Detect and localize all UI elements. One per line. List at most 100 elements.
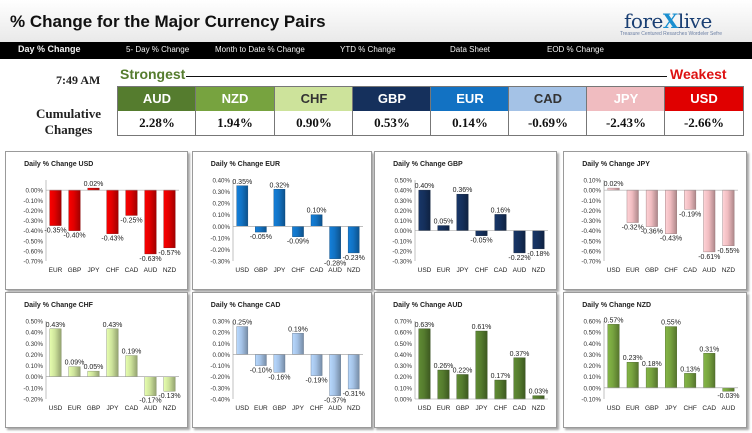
x-tick-label: GBP <box>645 405 659 412</box>
y-tick-label: 0.50% <box>394 178 412 185</box>
data-label: 0.19% <box>288 326 308 333</box>
y-tick-label: 0.40% <box>583 341 601 348</box>
currency-cumulative-value: -2.43% <box>605 115 647 130</box>
nav-5day-change[interactable]: 5- Day % Change <box>126 45 190 54</box>
data-label: 0.35% <box>232 179 252 186</box>
bar-eur <box>255 354 267 366</box>
bar-chart: Daily % Change CAD 0.30% 0.20% 0.10% 0.00% -0… <box>210 302 364 412</box>
bar-chart: Daily % Change JPY 0.10% 0.00% -0.10% -0.20%… <box>581 161 739 274</box>
data-label: -0.43% <box>101 236 123 243</box>
bar-nzd <box>163 376 176 392</box>
bar-usd <box>236 326 249 355</box>
currency-code: AUD <box>118 87 196 111</box>
y-tick-label: 0.50% <box>583 330 601 337</box>
data-label: -0.36% <box>641 229 663 236</box>
y-tick-label: -0.50% <box>23 238 43 245</box>
data-label: -0.28% <box>324 261 346 268</box>
bar-usd <box>418 189 431 231</box>
x-tick-label: GBP <box>68 267 82 274</box>
chart-title: Daily % Change JPY <box>582 161 650 168</box>
currency-code: JPY <box>587 87 665 111</box>
x-tick-label: USD <box>607 267 621 274</box>
bar-gbp <box>456 374 469 400</box>
data-label: -0.63% <box>139 256 161 263</box>
y-tick-label: -0.30% <box>23 218 43 225</box>
bar-jpy <box>475 330 488 400</box>
x-tick-label: JPY <box>273 267 286 274</box>
bar-chf <box>475 230 488 236</box>
x-tick-label: CAD <box>125 405 139 412</box>
data-label: 0.03% <box>529 389 549 396</box>
currency-card-gbp: GBP 0.53% <box>352 86 432 136</box>
logo-brand-x: X <box>662 9 679 33</box>
x-tick-label: GBP <box>254 267 268 274</box>
bar-eur <box>437 369 450 400</box>
bar-cad <box>494 214 507 231</box>
data-label: 0.32% <box>269 182 289 189</box>
bar-gbp <box>255 226 267 233</box>
x-tick-label: NZD <box>163 405 177 412</box>
x-tick-label: USD <box>607 405 621 412</box>
nav-ytd-change[interactable]: YTD % Change <box>340 45 396 54</box>
data-label: 0.02% <box>84 181 104 188</box>
y-tick-label: -0.20% <box>392 248 412 255</box>
y-tick-label: 0.10% <box>394 218 412 225</box>
bar-chart: Daily % Change AUD 0.70% 0.60% 0.50% 0.40% 0.… <box>393 302 549 412</box>
currency-card-jpy: JPY -2.43% <box>586 86 666 136</box>
data-label: 0.55% <box>661 320 681 327</box>
nav-data-sheet[interactable]: Data Sheet <box>450 45 491 54</box>
x-tick-label: USD <box>49 405 63 412</box>
bar-aud <box>144 189 157 255</box>
nav-eod-change[interactable]: EOD % Change <box>547 45 604 54</box>
y-tick-label: -0.20% <box>210 374 230 381</box>
bar-nzd <box>347 354 360 390</box>
y-tick-label: 0.30% <box>212 189 230 196</box>
forexlive-logo[interactable]: foreXlive Treasure Centured Resarches Wo… <box>612 4 724 38</box>
y-tick-label: 0.30% <box>394 198 412 205</box>
x-tick-label: CHF <box>310 405 323 412</box>
data-label: 0.18% <box>642 361 662 368</box>
data-label: -0.05% <box>470 238 492 245</box>
y-tick-label: 0.10% <box>212 212 230 219</box>
bar-usd <box>49 328 62 377</box>
data-label: 0.22% <box>453 367 473 374</box>
x-tick-label: AUD <box>722 405 736 412</box>
y-tick-label: 0.40% <box>394 352 412 359</box>
data-label: 0.40% <box>415 183 435 190</box>
data-label: -0.19% <box>679 211 701 218</box>
data-label: -0.17% <box>139 398 161 405</box>
x-tick-label: AUD <box>702 267 716 274</box>
y-tick-label: -0.70% <box>581 259 601 266</box>
y-tick-label: -0.30% <box>581 218 601 225</box>
nav-day-change[interactable]: Day % Change <box>18 44 81 54</box>
y-tick-label: -0.30% <box>210 259 230 266</box>
currency-cumulative-value: 1.94% <box>217 115 253 130</box>
y-tick-label: 0.00% <box>25 188 43 195</box>
bar-cad <box>310 214 323 227</box>
chart-panel-jpy: Daily % Change JPY 0.10% 0.00% -0.10% -0.20%… <box>563 151 747 290</box>
x-tick-label: CHF <box>291 267 304 274</box>
currency-code: CAD <box>509 87 587 111</box>
data-label: 0.37% <box>510 351 530 358</box>
y-tick-label: 0.50% <box>25 319 43 326</box>
title-bar: % Change for the Major Currency Pairs fo… <box>0 0 752 43</box>
time-stamp: 7:49 AM <box>56 73 101 87</box>
y-tick-label: -0.60% <box>581 248 601 255</box>
x-tick-label: GBP <box>87 405 101 412</box>
y-tick-label: 0.60% <box>394 330 412 337</box>
bar-cad <box>513 357 526 400</box>
x-tick-label: AUD <box>144 405 158 412</box>
logo-tagline: Treasure Centured Resarches Wordeler Sef… <box>620 31 722 37</box>
currency-code: USD <box>665 87 743 111</box>
data-label: 0.13% <box>680 366 700 373</box>
bar-chart: Daily % Change EUR 0.40% 0.30% 0.20% 0.10% 0.… <box>210 161 364 274</box>
y-tick-label: 0.30% <box>394 363 412 370</box>
nav-month-to-date[interactable]: Month to Date % Change <box>215 45 305 54</box>
chart-panel-eur: Daily % Change EUR 0.40% 0.30% 0.20% 0.10% 0.… <box>192 151 372 290</box>
x-tick-label: EUR <box>626 267 640 274</box>
x-tick-label: AUD <box>328 405 342 412</box>
y-tick-label: -0.70% <box>23 259 43 266</box>
bar-gbp <box>68 189 81 231</box>
chart-panel-gbp: Daily % Change GBP 0.50% 0.40% 0.30% 0.20% 0.… <box>374 151 557 290</box>
data-label: 0.09% <box>65 360 85 367</box>
